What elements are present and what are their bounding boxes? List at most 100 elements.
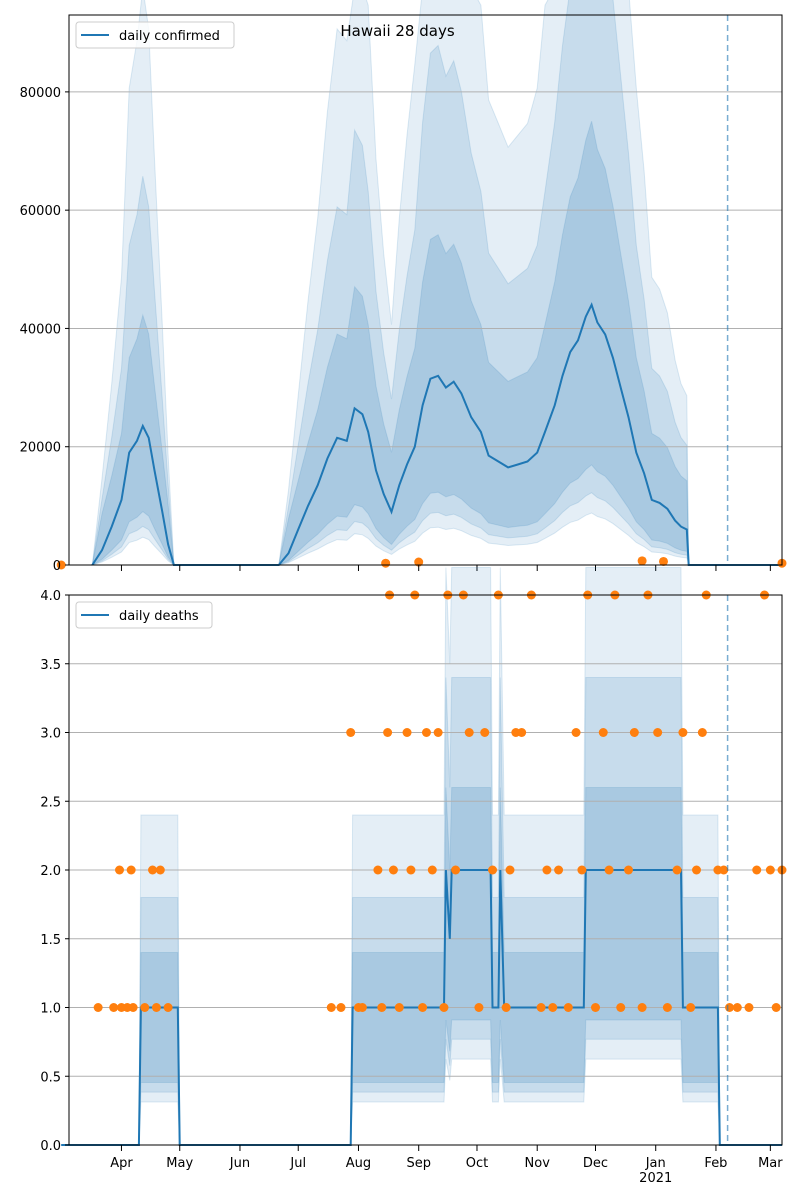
observed-point (128, 1003, 138, 1012)
observed-point (662, 1003, 672, 1012)
observed-point (653, 728, 663, 737)
observed-point (480, 728, 490, 737)
observed-point (501, 1003, 511, 1012)
observed-point (402, 728, 412, 737)
y-tick-label: 60000 (20, 204, 61, 219)
confirmed-uncertainty-bands (91, 0, 782, 566)
observed-point (163, 1003, 173, 1012)
observed-point (115, 865, 125, 875)
observed-point (109, 1003, 119, 1012)
legend-box (75, 21, 235, 49)
uncertainty-band (91, 121, 782, 566)
observed-point (488, 865, 498, 875)
observed-point (658, 556, 668, 566)
x-tick-label: Feb (704, 1156, 727, 1171)
observed-point (421, 728, 431, 737)
legend-label-daily-deaths: daily deaths (119, 609, 199, 624)
observed-point (542, 865, 552, 875)
legend-label-daily-confirmed: daily confirmed (119, 29, 220, 44)
observed-point (93, 1003, 103, 1012)
observed-point (563, 1003, 573, 1012)
observed-point (464, 728, 474, 737)
observed-point (744, 1003, 754, 1012)
observed-point (394, 1003, 404, 1012)
observed-point (678, 728, 688, 737)
observed-point (383, 728, 393, 737)
x-tick-label: Jul (289, 1156, 306, 1171)
x-tick-label: Dec (583, 1156, 608, 1171)
observed-point (406, 865, 416, 875)
observed-point (725, 1003, 735, 1012)
observed-point (536, 1003, 546, 1012)
deaths-x-ticks: Apr May Jun Jul Aug Sep Oct Nov Dec Jan Feb Mar (110, 1145, 783, 1171)
observed-point (151, 1003, 161, 1012)
uncertainty-band (61, 677, 782, 1146)
observed-point (637, 556, 647, 566)
y-tick-label: 40000 (20, 322, 61, 337)
x-tick-label: Sep (406, 1156, 431, 1171)
observed-point (752, 865, 762, 875)
y-tick-label: 0.5 (40, 1070, 61, 1085)
y-tick-label: 80000 (20, 86, 61, 101)
observed-point (624, 865, 634, 875)
deaths-uncertainty-bands (61, 567, 782, 1146)
observed-point (637, 1003, 647, 1012)
observed-point (381, 558, 391, 568)
observed-point (505, 865, 515, 875)
observed-point (414, 557, 424, 567)
observed-point (517, 728, 527, 737)
y-tick-label: 1.5 (40, 933, 61, 948)
observed-point (140, 1003, 150, 1012)
observed-point (577, 865, 587, 875)
observed-point (433, 728, 443, 737)
observed-point (346, 728, 356, 737)
legend-box (75, 601, 213, 629)
observed-point (732, 1003, 742, 1012)
observed-point (474, 1003, 484, 1012)
confirmed-axes-frame (68, 14, 783, 566)
observed-point (427, 865, 437, 875)
observed-point (692, 865, 702, 875)
observed-point (719, 865, 729, 875)
x-tick-label: Apr (110, 1156, 133, 1171)
observed-point (326, 1003, 336, 1012)
x-tick-label: Aug (346, 1156, 371, 1171)
y-tick-label: 0.0 (40, 1139, 61, 1154)
deaths-legend: daily deaths (75, 601, 213, 629)
deaths-y-ticks: 0.0 0.5 1.0 1.5 2.0 2.5 3.0 3.5 4.0 (40, 589, 69, 1154)
observed-point (697, 728, 707, 737)
observed-point (148, 865, 158, 875)
observed-point (672, 865, 682, 875)
y-tick-label: 0 (53, 559, 61, 574)
observed-point (771, 1003, 781, 1012)
observed-point (388, 865, 398, 875)
observed-point (357, 1003, 367, 1012)
year-label: 2021 (639, 1171, 672, 1186)
observed-point (548, 1003, 558, 1012)
observed-point (439, 1003, 449, 1012)
x-tick-label: Jun (229, 1156, 250, 1171)
observed-point (598, 728, 608, 737)
observed-point (373, 865, 383, 875)
observed-point (155, 865, 165, 875)
observed-point (554, 865, 564, 875)
deaths-panel: 0.0 0.5 1.0 1.5 2.0 2.5 3.0 3.5 4.0 Apr May Jun Jul… (40, 567, 787, 1186)
series-line (91, 302, 782, 566)
x-tick-label: Nov (525, 1156, 551, 1171)
observed-point (604, 865, 614, 875)
observed-point (126, 865, 136, 875)
y-tick-label: 3.0 (40, 727, 61, 742)
observed-point (451, 865, 461, 875)
observed-point (377, 1003, 387, 1012)
y-tick-label: 4.0 (40, 589, 61, 604)
observed-point (590, 1003, 600, 1012)
y-tick-label: 20000 (20, 441, 61, 456)
confirmed-x-ticks (120, 565, 771, 571)
observed-point (56, 560, 66, 570)
x-tick-label: May (166, 1156, 193, 1171)
x-tick-label: Jan (645, 1156, 666, 1171)
y-tick-label: 1.0 (40, 1002, 61, 1017)
y-tick-label: 2.0 (40, 864, 61, 879)
observed-point (418, 1003, 428, 1012)
